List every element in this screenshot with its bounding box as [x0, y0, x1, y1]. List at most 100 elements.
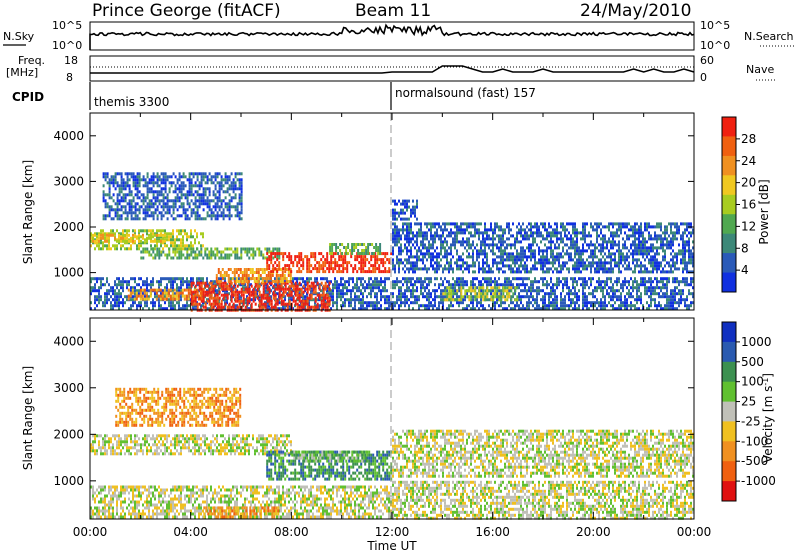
power-cell [624, 295, 626, 299]
power-cell [640, 249, 642, 253]
power-cell [686, 264, 688, 268]
power-cell [552, 286, 554, 290]
power-cell [247, 274, 250, 277]
power-cell [632, 286, 634, 290]
power-cell [614, 264, 616, 268]
power-cell [270, 295, 272, 299]
power-cell [614, 261, 616, 265]
power-cell [240, 293, 243, 297]
power-cell [526, 234, 528, 238]
power-cell [620, 283, 622, 287]
power-cell [94, 289, 96, 293]
power-cell [540, 258, 542, 262]
power-cell [662, 258, 664, 262]
power-cell [194, 307, 196, 311]
power-cell [108, 247, 110, 251]
power-cell [432, 267, 434, 271]
power-cell [690, 258, 692, 262]
power-cell [508, 258, 510, 262]
power-cell [166, 277, 168, 281]
power-cell [458, 295, 460, 299]
power-cell [100, 247, 102, 251]
power-cell [492, 249, 494, 253]
power-cell [375, 246, 378, 249]
power-cell [277, 274, 280, 277]
power-cell [660, 228, 662, 232]
power-cell [418, 267, 420, 271]
power-cell [496, 225, 498, 229]
power-cell [590, 301, 592, 305]
power-cell [418, 304, 420, 308]
power-cell [490, 237, 492, 241]
power-cell [333, 243, 336, 246]
power-cell [498, 261, 500, 265]
power-cell [221, 268, 224, 271]
power-cell [538, 286, 540, 290]
power-cell [612, 222, 614, 226]
power-cell [292, 264, 295, 268]
power-cell [106, 295, 108, 299]
power-cell [606, 270, 608, 274]
power-cell [154, 256, 157, 260]
power-cell [372, 301, 374, 305]
power-cell [186, 304, 188, 308]
power-cell [534, 301, 536, 305]
power-cell [264, 247, 267, 251]
power-cell [482, 243, 484, 247]
power-cell [550, 286, 552, 290]
power-cell [351, 252, 354, 255]
power-cell [134, 286, 136, 290]
power-cell [148, 295, 150, 299]
power-cell [554, 283, 556, 287]
power-cell [492, 270, 494, 274]
power-cell [496, 222, 498, 226]
power-cell [434, 289, 436, 293]
power-cell [306, 267, 309, 271]
power-cell [668, 261, 670, 265]
power-cell [502, 228, 504, 232]
power-cell [122, 286, 124, 290]
power-cell [268, 302, 271, 306]
power-cell [271, 274, 274, 277]
power-cell [380, 277, 382, 281]
power-cell [278, 256, 281, 260]
power-cell [516, 261, 518, 265]
power-cell [424, 264, 426, 268]
power-cell [440, 246, 442, 250]
power-cell [656, 240, 658, 244]
power-cell [410, 255, 412, 259]
power-cell [466, 237, 468, 241]
power-cell [131, 288, 134, 292]
power-cell [602, 301, 604, 305]
power-cell [236, 293, 239, 297]
power-cell [564, 307, 566, 311]
power-cell [96, 280, 98, 284]
power-cell [320, 277, 322, 281]
power-cell [496, 234, 498, 238]
power-cell [302, 280, 304, 284]
power-cell [526, 307, 528, 311]
power-cell [110, 247, 112, 251]
power-cell [498, 249, 500, 253]
power-cell [187, 288, 190, 292]
power-cell [212, 287, 215, 291]
power-cell [640, 252, 642, 256]
power-cell [488, 243, 490, 247]
power-cell [172, 250, 175, 254]
power-cell [156, 253, 159, 257]
power-cell [548, 234, 550, 238]
power-cell [594, 255, 596, 259]
power-cell [402, 301, 404, 305]
power-cell [638, 283, 640, 287]
power-cell [616, 295, 618, 299]
power-cell [592, 243, 594, 247]
power-cell [284, 284, 287, 288]
power-cell [554, 292, 556, 296]
power-cell [456, 240, 458, 244]
power-cell [426, 225, 428, 229]
power-cell [556, 277, 558, 281]
power-cell [362, 267, 365, 271]
power-cell [163, 291, 166, 295]
power-cell [106, 244, 108, 248]
power-cell [384, 280, 386, 284]
